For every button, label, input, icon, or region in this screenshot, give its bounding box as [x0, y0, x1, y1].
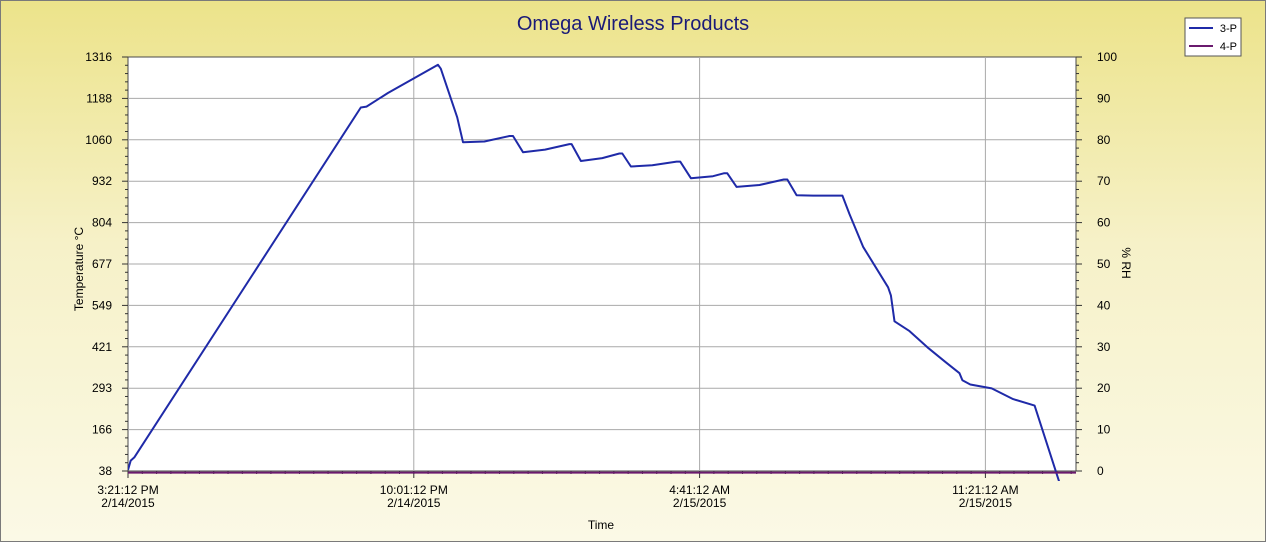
y-tick-label: 1188 [86, 91, 112, 105]
y-tick-label: 1316 [85, 50, 112, 64]
y2-tick-label: 10 [1097, 423, 1111, 437]
y-tick-label: 677 [92, 257, 112, 271]
y2-tick-label: 30 [1097, 340, 1111, 354]
y2-tick-label: 50 [1097, 257, 1111, 271]
x-tick-label-time: 10:01:12 PM [380, 483, 448, 497]
y2-tick-label: 100 [1097, 50, 1117, 64]
legend-box [1184, 17, 1242, 57]
y-tick-label: 804 [92, 216, 112, 230]
legend: 3-P 4-P [1184, 17, 1242, 57]
y2-tick-label: 90 [1097, 91, 1111, 105]
chart-title: Omega Wireless Products [517, 13, 749, 35]
y-tick-label: 166 [92, 423, 112, 437]
y-axis-title: Temperature °C [72, 227, 86, 311]
y2-tick-label: 40 [1097, 298, 1111, 312]
y2-tick-label: 70 [1097, 174, 1111, 188]
series-layer [128, 63, 1076, 481]
y-axis-left: 1316 1188 1060 932 804 677 549 421 293 166 38 [85, 50, 128, 478]
y-tick-label: 549 [92, 298, 112, 312]
y-tick-label: 293 [92, 381, 112, 395]
y-tick-label: 38 [99, 464, 113, 478]
series-line-3-p [128, 63, 1061, 481]
x-axis-title: Time [588, 518, 615, 532]
y-tick-label: 1060 [85, 133, 112, 147]
y2-tick-label: 80 [1097, 133, 1111, 147]
y2-tick-label: 20 [1097, 381, 1111, 395]
y2-axis-title: % RH [1119, 247, 1133, 278]
x-tick-label-time: 3:21:12 PM [97, 483, 158, 497]
x-tick-label-time: 11:21:12 AM [952, 483, 1019, 497]
y-tick-label: 421 [92, 340, 112, 354]
x-tick-label-date: 2/15/2015 [673, 496, 727, 510]
legend-label-3-p: 3-P [1220, 23, 1237, 35]
x-tick-label-date: 2/14/2015 [387, 496, 441, 510]
y2-tick-label: 0 [1097, 464, 1104, 478]
x-tick-label-time: 4:41:12 AM [669, 483, 730, 497]
y2-tick-label: 60 [1097, 216, 1111, 230]
y-tick-label: 932 [92, 174, 112, 188]
x-tick-label-date: 2/15/2015 [959, 496, 1013, 510]
x-tick-label-date: 2/14/2015 [101, 496, 155, 510]
grid-lines [128, 57, 1076, 471]
legend-label-4-p: 4-P [1220, 41, 1237, 53]
